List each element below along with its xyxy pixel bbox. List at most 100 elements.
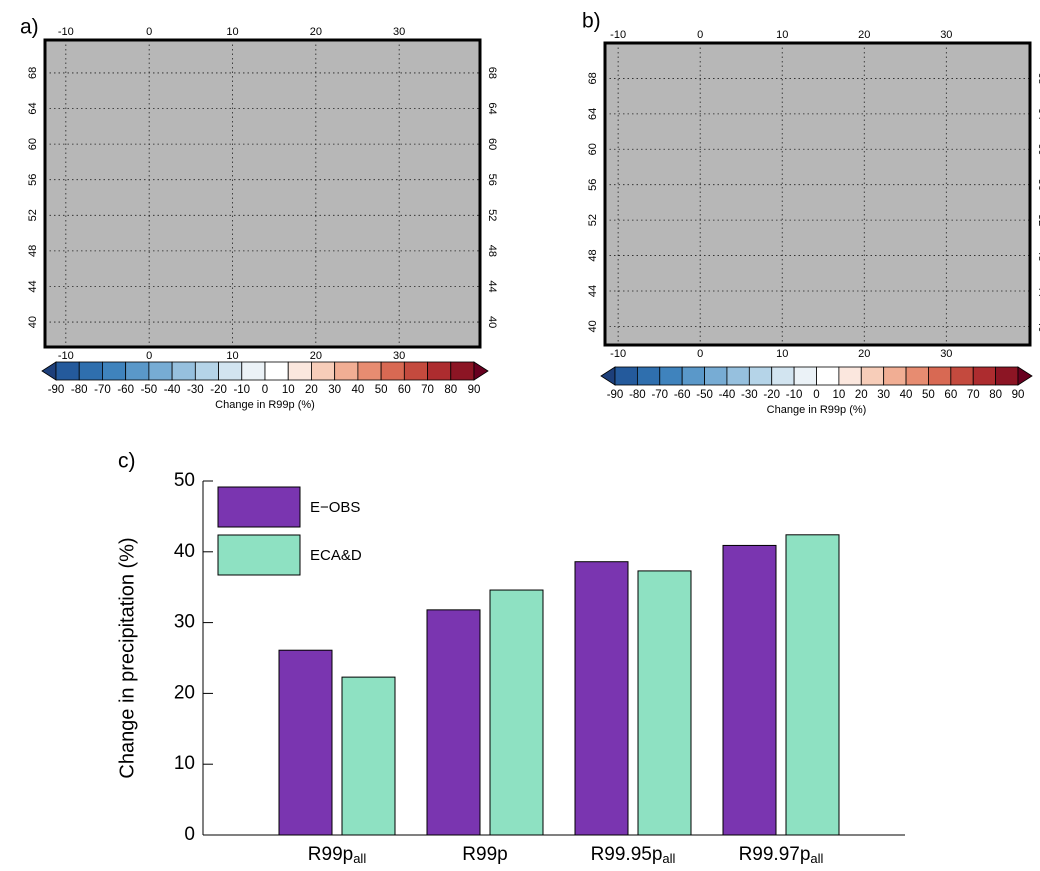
- x-tick-label-main: R99p: [462, 844, 507, 865]
- colorbar-cell: [928, 366, 952, 386]
- x-tick-label: 10: [226, 350, 238, 362]
- x-tick-label: 20: [310, 350, 322, 362]
- colorbar-tick-label: 50: [375, 384, 388, 396]
- colorbar-cell: [171, 361, 196, 381]
- y-tick-label: 64: [1036, 108, 1040, 120]
- x-tick-label: -10: [610, 348, 626, 360]
- colorbar-tick-label: -20: [763, 389, 780, 401]
- colorbar-tick-label: 0: [262, 384, 268, 396]
- x-tick-label: 10: [776, 29, 788, 41]
- x-tick-label: R99.97pall: [739, 844, 824, 866]
- colorbar-tick-label: 60: [398, 384, 411, 396]
- colorbar-tick-label: -90: [607, 389, 624, 401]
- colorbar-cell: [218, 361, 243, 381]
- y-tick-label: 48: [587, 249, 599, 261]
- x-tick-label: 10: [226, 26, 238, 38]
- colorbar-cell: [816, 366, 840, 386]
- colorbar-label: Change in R99p (%): [215, 399, 315, 411]
- x-tick-label: 20: [310, 26, 322, 38]
- colorbar-cell: [102, 361, 127, 381]
- x-tick-label: 30: [393, 350, 405, 362]
- x-tick-label: -10: [610, 29, 626, 41]
- colorbar-tick-label: -30: [741, 389, 758, 401]
- colorbar-cell: [403, 361, 428, 381]
- colorbar-tick-label: -80: [629, 389, 646, 401]
- y-tick-label: 40: [1036, 320, 1040, 332]
- colorbar-cell: [950, 366, 974, 386]
- colorbar-tick-label: 10: [832, 389, 845, 401]
- x-tick-label-main: R99p: [308, 844, 353, 865]
- y-tick-label: 52: [486, 209, 498, 221]
- colorbar-cell: [78, 361, 103, 381]
- panel-label: b): [582, 10, 601, 33]
- colorbar-tick-label: -50: [141, 384, 158, 396]
- colorbar-tick-label: 30: [328, 384, 341, 396]
- x-tick-label: 0: [146, 350, 152, 362]
- y-tick-label: 60: [587, 143, 599, 155]
- bar: [489, 589, 544, 836]
- colorbar-tick-label: -90: [48, 384, 65, 396]
- x-tick-label-main: R99.95p: [591, 844, 663, 865]
- bar: [785, 534, 840, 836]
- colorbar-tick-label: 20: [305, 384, 318, 396]
- colorbar-cell: [357, 361, 382, 381]
- panel-label: a): [20, 16, 39, 39]
- colorbar-tick-label: 70: [967, 389, 980, 401]
- x-tick-label-subscript: all: [662, 851, 675, 866]
- y-tick-label: 52: [27, 209, 39, 221]
- colorbar-tick-label: -40: [719, 389, 736, 401]
- colorbar-cell: [148, 361, 173, 381]
- colorbar-cell: [793, 366, 817, 386]
- x-tick-label-main: R99.97p: [739, 844, 811, 865]
- colorbar-tick-label: 80: [989, 389, 1002, 401]
- bar: [637, 570, 692, 836]
- legend-swatch: [217, 486, 301, 528]
- colorbar-cell: [287, 361, 312, 381]
- y-tick-label: 56: [27, 174, 39, 186]
- colorbar-tick-label: 50: [922, 389, 935, 401]
- y-tick-label: 60: [1036, 143, 1040, 155]
- colorbar-tick-label: -20: [210, 384, 227, 396]
- colorbar-tick-label: -60: [674, 389, 691, 401]
- y-tick-label: 68: [1036, 72, 1040, 84]
- y-tick-label: 40: [587, 320, 599, 332]
- colorbar-arrow: [473, 361, 489, 381]
- colorbar-cell: [681, 366, 705, 386]
- colorbar-cell: [659, 366, 683, 386]
- map-frame: [43, 38, 482, 349]
- y-tick-label: 64: [486, 102, 498, 114]
- colorbar-tick-label: 90: [1012, 389, 1025, 401]
- colorbar-cell: [241, 361, 266, 381]
- y-tick-label: 68: [486, 67, 498, 79]
- colorbar-cell: [194, 361, 219, 381]
- colorbar-tick-label: -30: [187, 384, 204, 396]
- y-tick-label: 64: [27, 102, 39, 114]
- y-tick-label: 48: [27, 245, 39, 257]
- y-tick-label: 0: [184, 824, 195, 845]
- y-tick-label: 44: [486, 280, 498, 292]
- bar: [722, 544, 777, 836]
- map-background: [605, 43, 1030, 345]
- x-tick-label-subscript: all: [353, 851, 366, 866]
- legend-swatch: [217, 534, 301, 576]
- colorbar-cell: [972, 366, 997, 386]
- legend-label: ECA&D: [310, 547, 362, 564]
- colorbar-arrow: [1017, 366, 1033, 386]
- y-tick-label: 30: [174, 612, 195, 633]
- x-tick-label: 30: [940, 348, 952, 360]
- x-tick-label: 10: [776, 348, 788, 360]
- colorbar-cell: [771, 366, 795, 386]
- colorbar-cell: [838, 366, 862, 386]
- bar: [426, 609, 481, 836]
- colorbar-tick-label: 20: [855, 389, 868, 401]
- colorbar-cell: [55, 361, 80, 381]
- y-tick-label: 68: [587, 72, 599, 84]
- y-tick-label: 50: [174, 470, 195, 491]
- y-tick-label: 52: [587, 214, 599, 226]
- y-tick-label: 68: [27, 67, 39, 79]
- x-tick-label: 30: [940, 29, 952, 41]
- colorbar-arrow: [600, 366, 616, 386]
- bar: [574, 561, 629, 836]
- colorbar-label: Change in R99p (%): [767, 404, 867, 416]
